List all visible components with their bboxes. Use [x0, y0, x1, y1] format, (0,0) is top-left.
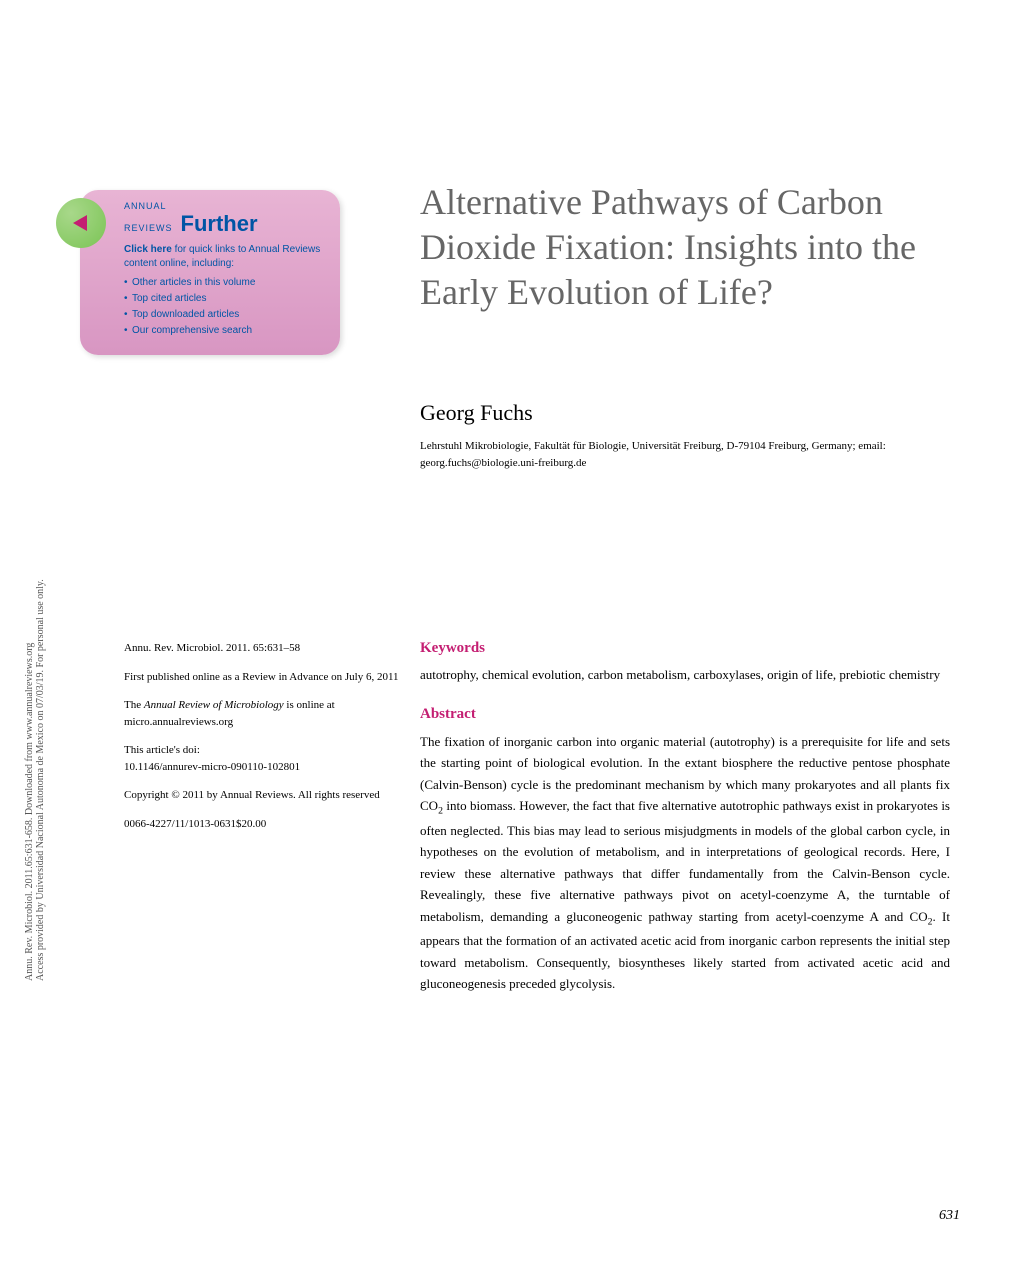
left-metadata: Annu. Rev. Microbiol. 2011. 65:631–58 Fi… — [124, 640, 399, 844]
article-title: Alternative Pathways of Carbon Dioxide F… — [420, 180, 950, 315]
citation-line-2: Access provided by Universidad Nacional … — [35, 281, 46, 981]
vertical-citation: Annu. Rev. Microbiol. 2011.65:631-658. D… — [24, 281, 46, 981]
first-published: First published online as a Review in Ad… — [124, 669, 399, 686]
copyright: Copyright © 2011 by Annual Reviews. All … — [124, 787, 399, 804]
further-click-text: Click here for quick links to Annual Rev… — [124, 243, 326, 271]
reviews-label: REVIEWS — [124, 223, 173, 233]
main-content: Keywords autotrophy, chemical evolution,… — [420, 640, 950, 995]
journal-online: The Annual Review of Microbiology is onl… — [124, 697, 399, 730]
further-title: Further — [181, 211, 258, 236]
abstract-heading: Abstract — [420, 706, 950, 723]
further-item-3[interactable]: Our comprehensive search — [124, 323, 326, 339]
citation-ref: Annu. Rev. Microbiol. 2011. 65:631–58 — [124, 640, 399, 657]
annual-label: ANNUAL — [124, 202, 326, 211]
doi-block: This article's doi: 10.1146/annurev-micr… — [124, 742, 399, 775]
keywords-heading: Keywords — [420, 640, 950, 657]
play-icon[interactable] — [56, 198, 106, 248]
click-here-link[interactable]: Click here — [124, 244, 172, 255]
further-header: ANNUAL REVIEWS Further — [124, 202, 326, 237]
further-item-0[interactable]: Other articles in this volume — [124, 275, 326, 291]
page-number: 631 — [939, 1208, 960, 1224]
further-list: Other articles in this volume Top cited … — [124, 275, 326, 339]
issn: 0066-4227/11/1013-0631$20.00 — [124, 816, 399, 833]
further-item-1[interactable]: Top cited articles — [124, 291, 326, 307]
author-name: Georg Fuchs — [420, 400, 533, 426]
citation-line-1: Annu. Rev. Microbiol. 2011.65:631-658. D… — [24, 281, 35, 981]
further-box[interactable]: ANNUAL REVIEWS Further Click here for qu… — [80, 190, 340, 355]
keywords-text: autotrophy, chemical evolution, carbon m… — [420, 665, 950, 686]
left-arrow-icon — [69, 211, 93, 235]
abstract-text: The fixation of inorganic carbon into or… — [420, 731, 950, 995]
doi-value: 10.1146/annurev-micro-090110-102801 — [124, 761, 300, 773]
further-item-2[interactable]: Top downloaded articles — [124, 307, 326, 323]
affiliation: Lehrstuhl Mikrobiologie, Fakultät für Bi… — [420, 438, 950, 471]
